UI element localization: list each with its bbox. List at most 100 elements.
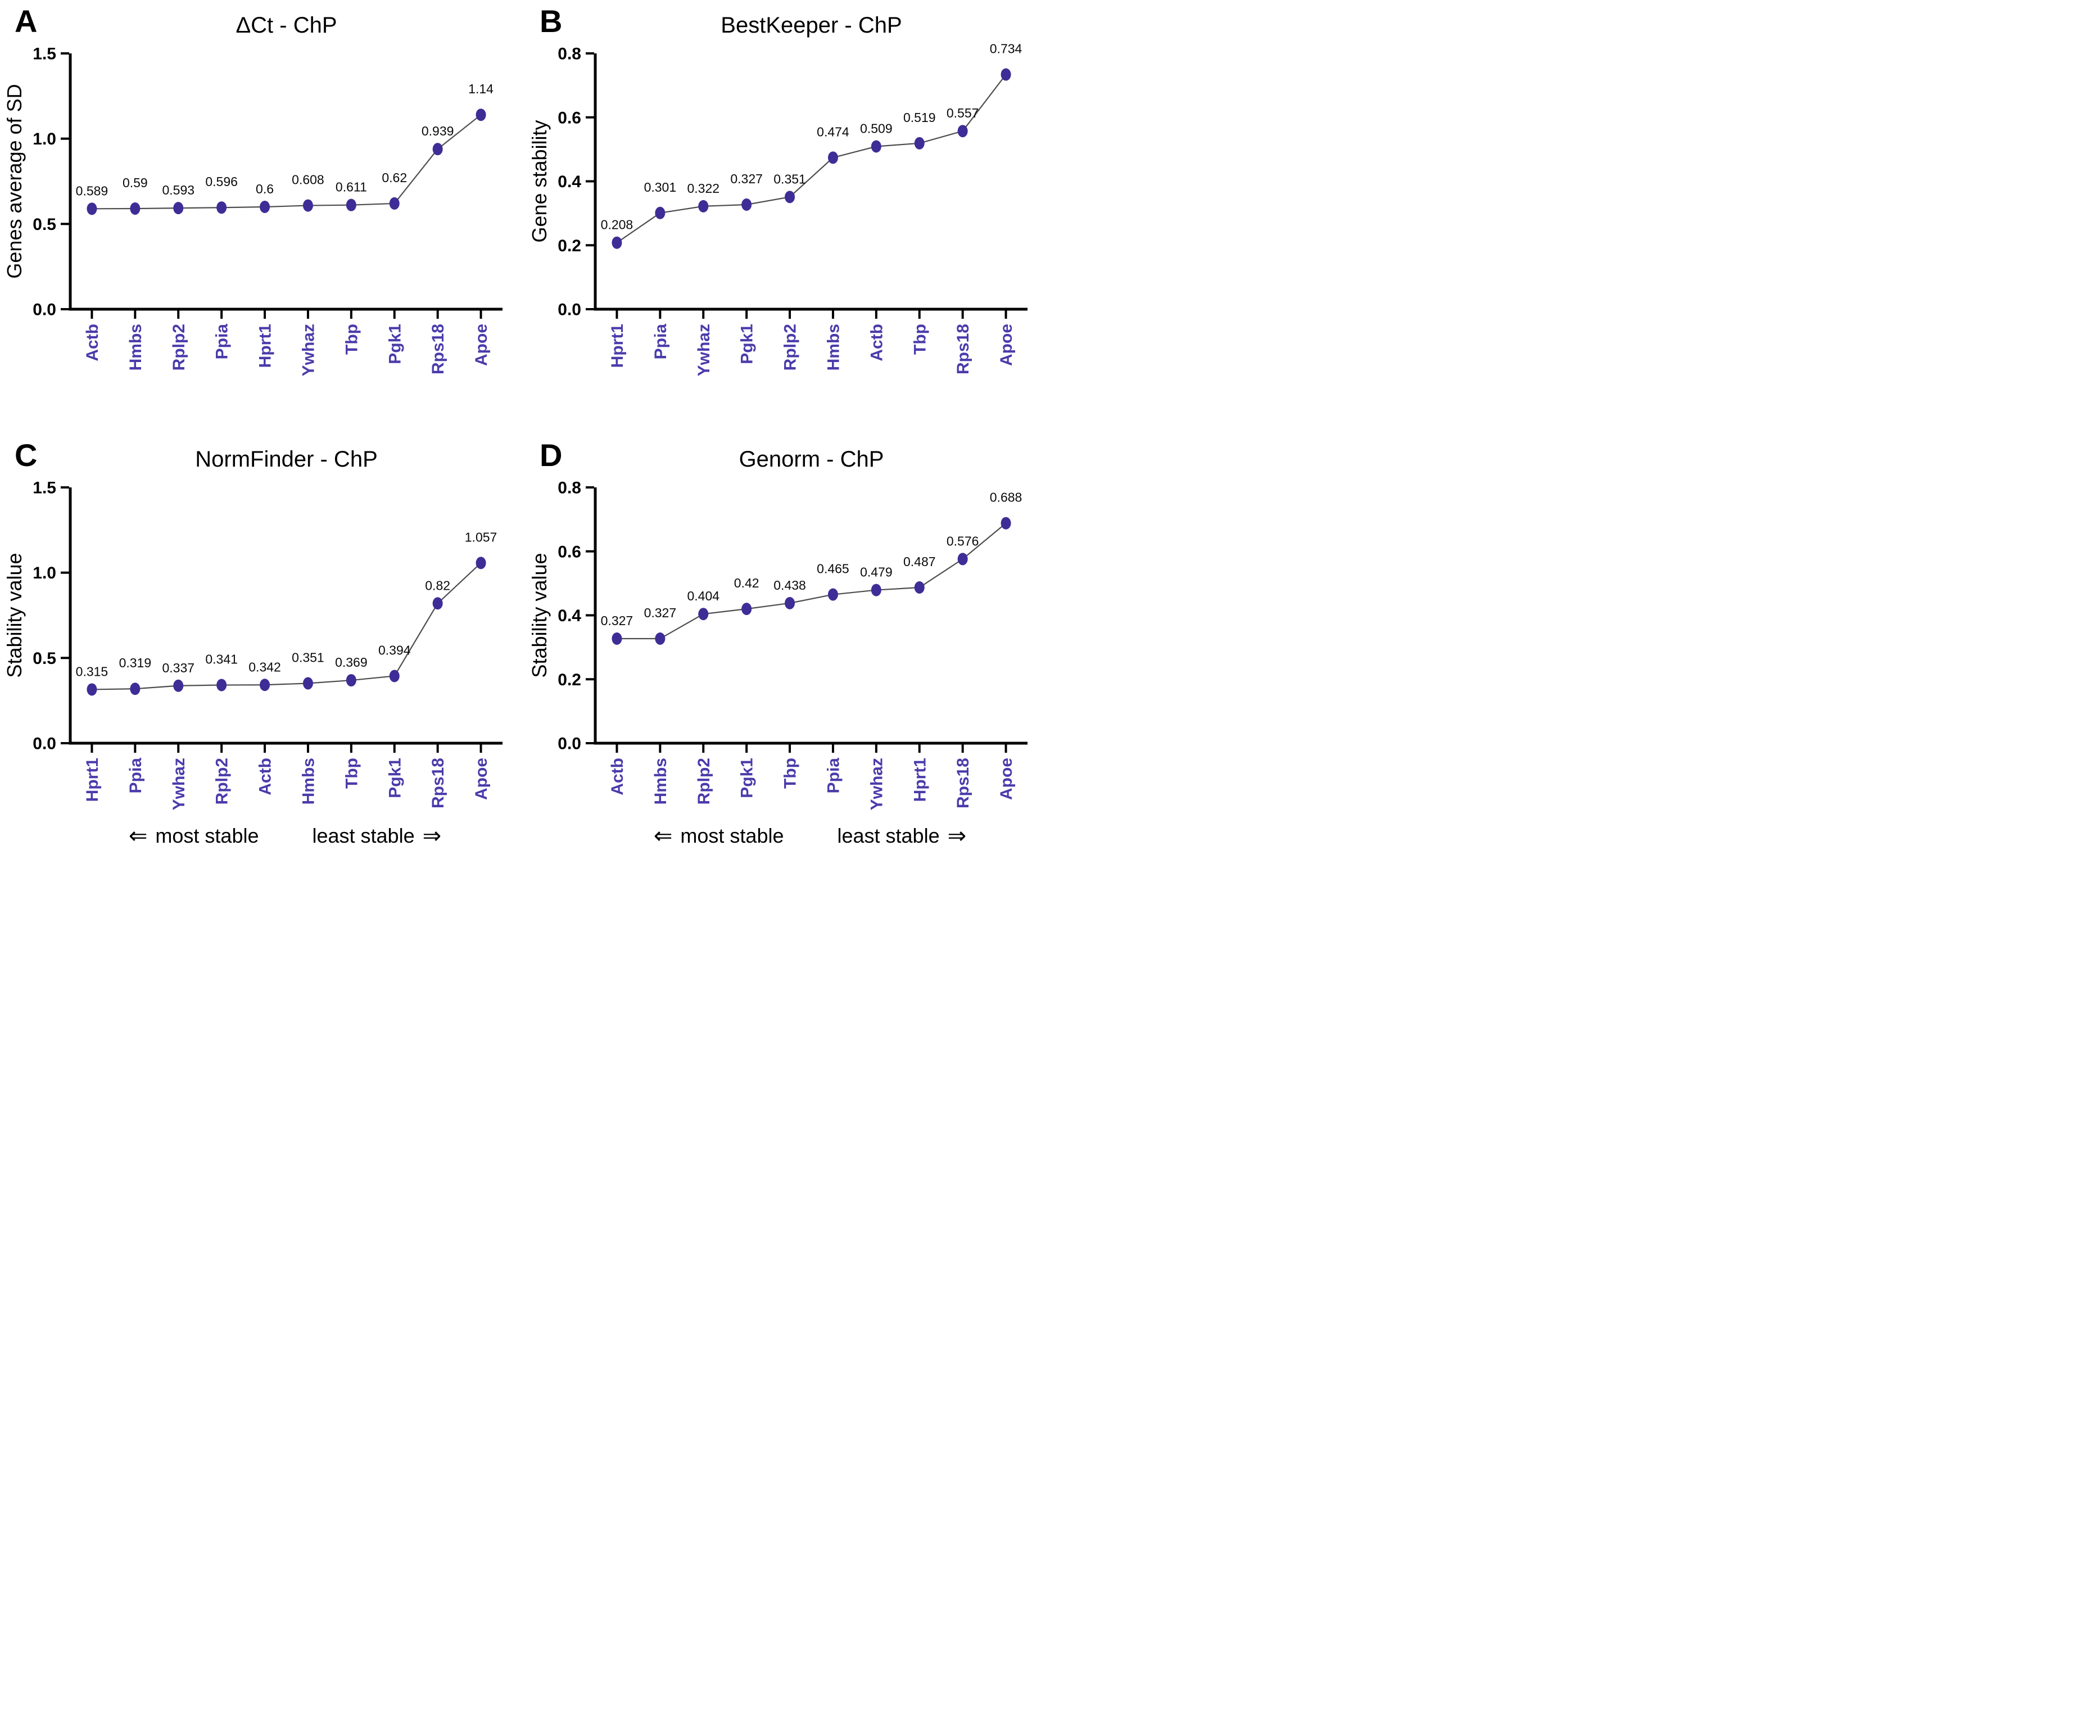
panel-c: C 0.315 Hprt1 0.319 Ppia 0.337 Ywhaz 0.341 Rplp… — [0, 434, 525, 868]
y-axis-title: Stability value — [528, 553, 551, 677]
data-point — [476, 557, 486, 569]
x-category-label: Pgk1 — [738, 324, 757, 364]
y-tick-label: 0.0 — [558, 301, 581, 319]
data-point-label: 0.608 — [292, 173, 324, 187]
x-category-label: Hprt1 — [608, 324, 627, 368]
series-line — [92, 114, 482, 210]
data-point — [216, 201, 227, 214]
chart-title: Genorm - ChP — [739, 447, 884, 472]
y-tick-label: 0.6 — [558, 108, 581, 127]
data-point — [785, 191, 795, 204]
x-category-label: Rplp2 — [695, 758, 713, 804]
data-point — [871, 584, 881, 596]
data-point — [87, 202, 97, 215]
x-category-label: Hprt1 — [256, 324, 275, 368]
data-point-label: 0.474 — [817, 124, 849, 139]
panel-letter-a: A — [15, 3, 38, 39]
x-category-label: Apoe — [472, 758, 491, 800]
y-tick-label: 0.0 — [33, 301, 56, 319]
y-tick-label: 1.5 — [33, 45, 56, 64]
y-tick-label: 0.6 — [558, 542, 581, 561]
x-category-label: Actb — [256, 758, 275, 795]
data-point — [87, 683, 97, 696]
chart-title: NormFinder - ChP — [195, 447, 378, 472]
chart-normfinder-chp: 0.315 Hprt1 0.319 Ppia 0.337 Ywhaz 0.341 Rplp2 0… — [3, 447, 503, 810]
x-category-label: Rps18 — [954, 324, 972, 374]
data-point — [698, 608, 709, 621]
data-point-label: 0.319 — [119, 655, 152, 670]
most-stable-group: ⇐ most stable — [129, 824, 259, 848]
x-category-label: Hprt1 — [83, 758, 102, 802]
data-point-label: 0.589 — [76, 183, 108, 198]
data-point-label: 0.369 — [335, 655, 368, 670]
data-point — [957, 553, 968, 566]
data-point-label: 0.596 — [205, 174, 238, 189]
data-point-label: 0.509 — [860, 121, 893, 136]
data-point-label: 0.59 — [123, 175, 148, 190]
x-category-label: Hmbs — [299, 758, 318, 804]
data-point — [173, 679, 184, 692]
data-point-label: 0.341 — [205, 652, 238, 667]
y-tick-label: 1.5 — [33, 479, 56, 498]
data-point-label: 0.465 — [817, 562, 849, 576]
data-point-label: 0.42 — [734, 576, 759, 590]
data-point — [260, 679, 270, 691]
y-tick-label: 0.5 — [33, 215, 56, 234]
data-point — [1001, 517, 1011, 530]
x-category-label: Rplp2 — [781, 324, 800, 370]
right-double-arrow-icon: ⇒ — [947, 824, 967, 848]
data-point — [827, 588, 838, 601]
data-point-label: 0.337 — [162, 661, 194, 675]
data-point — [346, 674, 356, 687]
data-point — [389, 197, 400, 210]
data-point — [612, 236, 622, 249]
data-point — [655, 206, 666, 219]
data-point-label: 0.593 — [162, 183, 194, 197]
data-point — [914, 137, 925, 150]
data-point-label: 0.734 — [990, 42, 1022, 56]
x-category-label: Pgk1 — [386, 324, 404, 364]
data-point — [741, 198, 752, 211]
y-tick-label: 0.8 — [558, 45, 581, 64]
data-point — [655, 632, 666, 645]
x-category-label: Rps18 — [954, 758, 972, 808]
data-point — [871, 140, 881, 153]
data-point — [698, 200, 709, 213]
chart-title: ΔCt - ChP — [236, 13, 337, 38]
panel-letter-b: B — [540, 3, 563, 39]
x-category-label: Ppia — [213, 324, 232, 360]
x-category-label: Tbp — [911, 324, 929, 355]
chart-dct-chp: 0.589 Actb 0.59 Hmbs 0.593 Rplp2 0.596 Ppia 0.6 H… — [3, 13, 503, 376]
data-point — [389, 670, 400, 682]
x-category-label: Pgk1 — [386, 758, 404, 798]
x-category-label: Apoe — [472, 324, 491, 366]
y-tick-label: 0.2 — [558, 237, 581, 255]
data-point-label: 0.611 — [336, 180, 367, 195]
data-point-label: 0.438 — [773, 578, 806, 593]
data-point — [302, 677, 313, 690]
data-point — [476, 108, 486, 121]
x-category-label: Rps18 — [429, 324, 447, 374]
x-category-label: Hmbs — [824, 324, 843, 370]
most-stable-label: most stable — [155, 824, 259, 847]
x-category-label: Tbp — [342, 758, 361, 789]
y-tick-label: 1.0 — [33, 130, 56, 148]
data-point-label: 0.576 — [947, 534, 979, 548]
y-tick-label: 0.8 — [558, 479, 581, 498]
data-point-label: 0.62 — [382, 170, 407, 185]
x-category-label: Ywhaz — [299, 324, 318, 376]
data-point-label: 0.351 — [773, 171, 806, 186]
data-point — [785, 596, 795, 609]
y-axis-title: Genes average of SD — [3, 84, 26, 278]
data-point-label: 0.404 — [687, 589, 719, 603]
x-category-label: Rps18 — [429, 758, 447, 808]
panel-letter-c: C — [15, 437, 38, 473]
data-point-label: 0.6 — [256, 182, 274, 196]
left-double-arrow-icon: ⇐ — [128, 824, 148, 848]
chart-genorm-chp: 0.327 Actb 0.327 Hmbs 0.404 Rplp2 0.42 Pgk1 0.43… — [528, 447, 1028, 810]
data-point — [1001, 68, 1011, 81]
series-line — [617, 522, 1007, 640]
figure-grid: A 0.589 Actb 0.59 Hmbs 0.593 Rplp2 0.596 Ppia 0.… — [0, 0, 1050, 868]
data-point-label: 0.688 — [990, 490, 1022, 505]
panel-a: A 0.589 Actb 0.59 Hmbs 0.593 Rplp2 0.596 Ppia 0.… — [0, 0, 525, 434]
